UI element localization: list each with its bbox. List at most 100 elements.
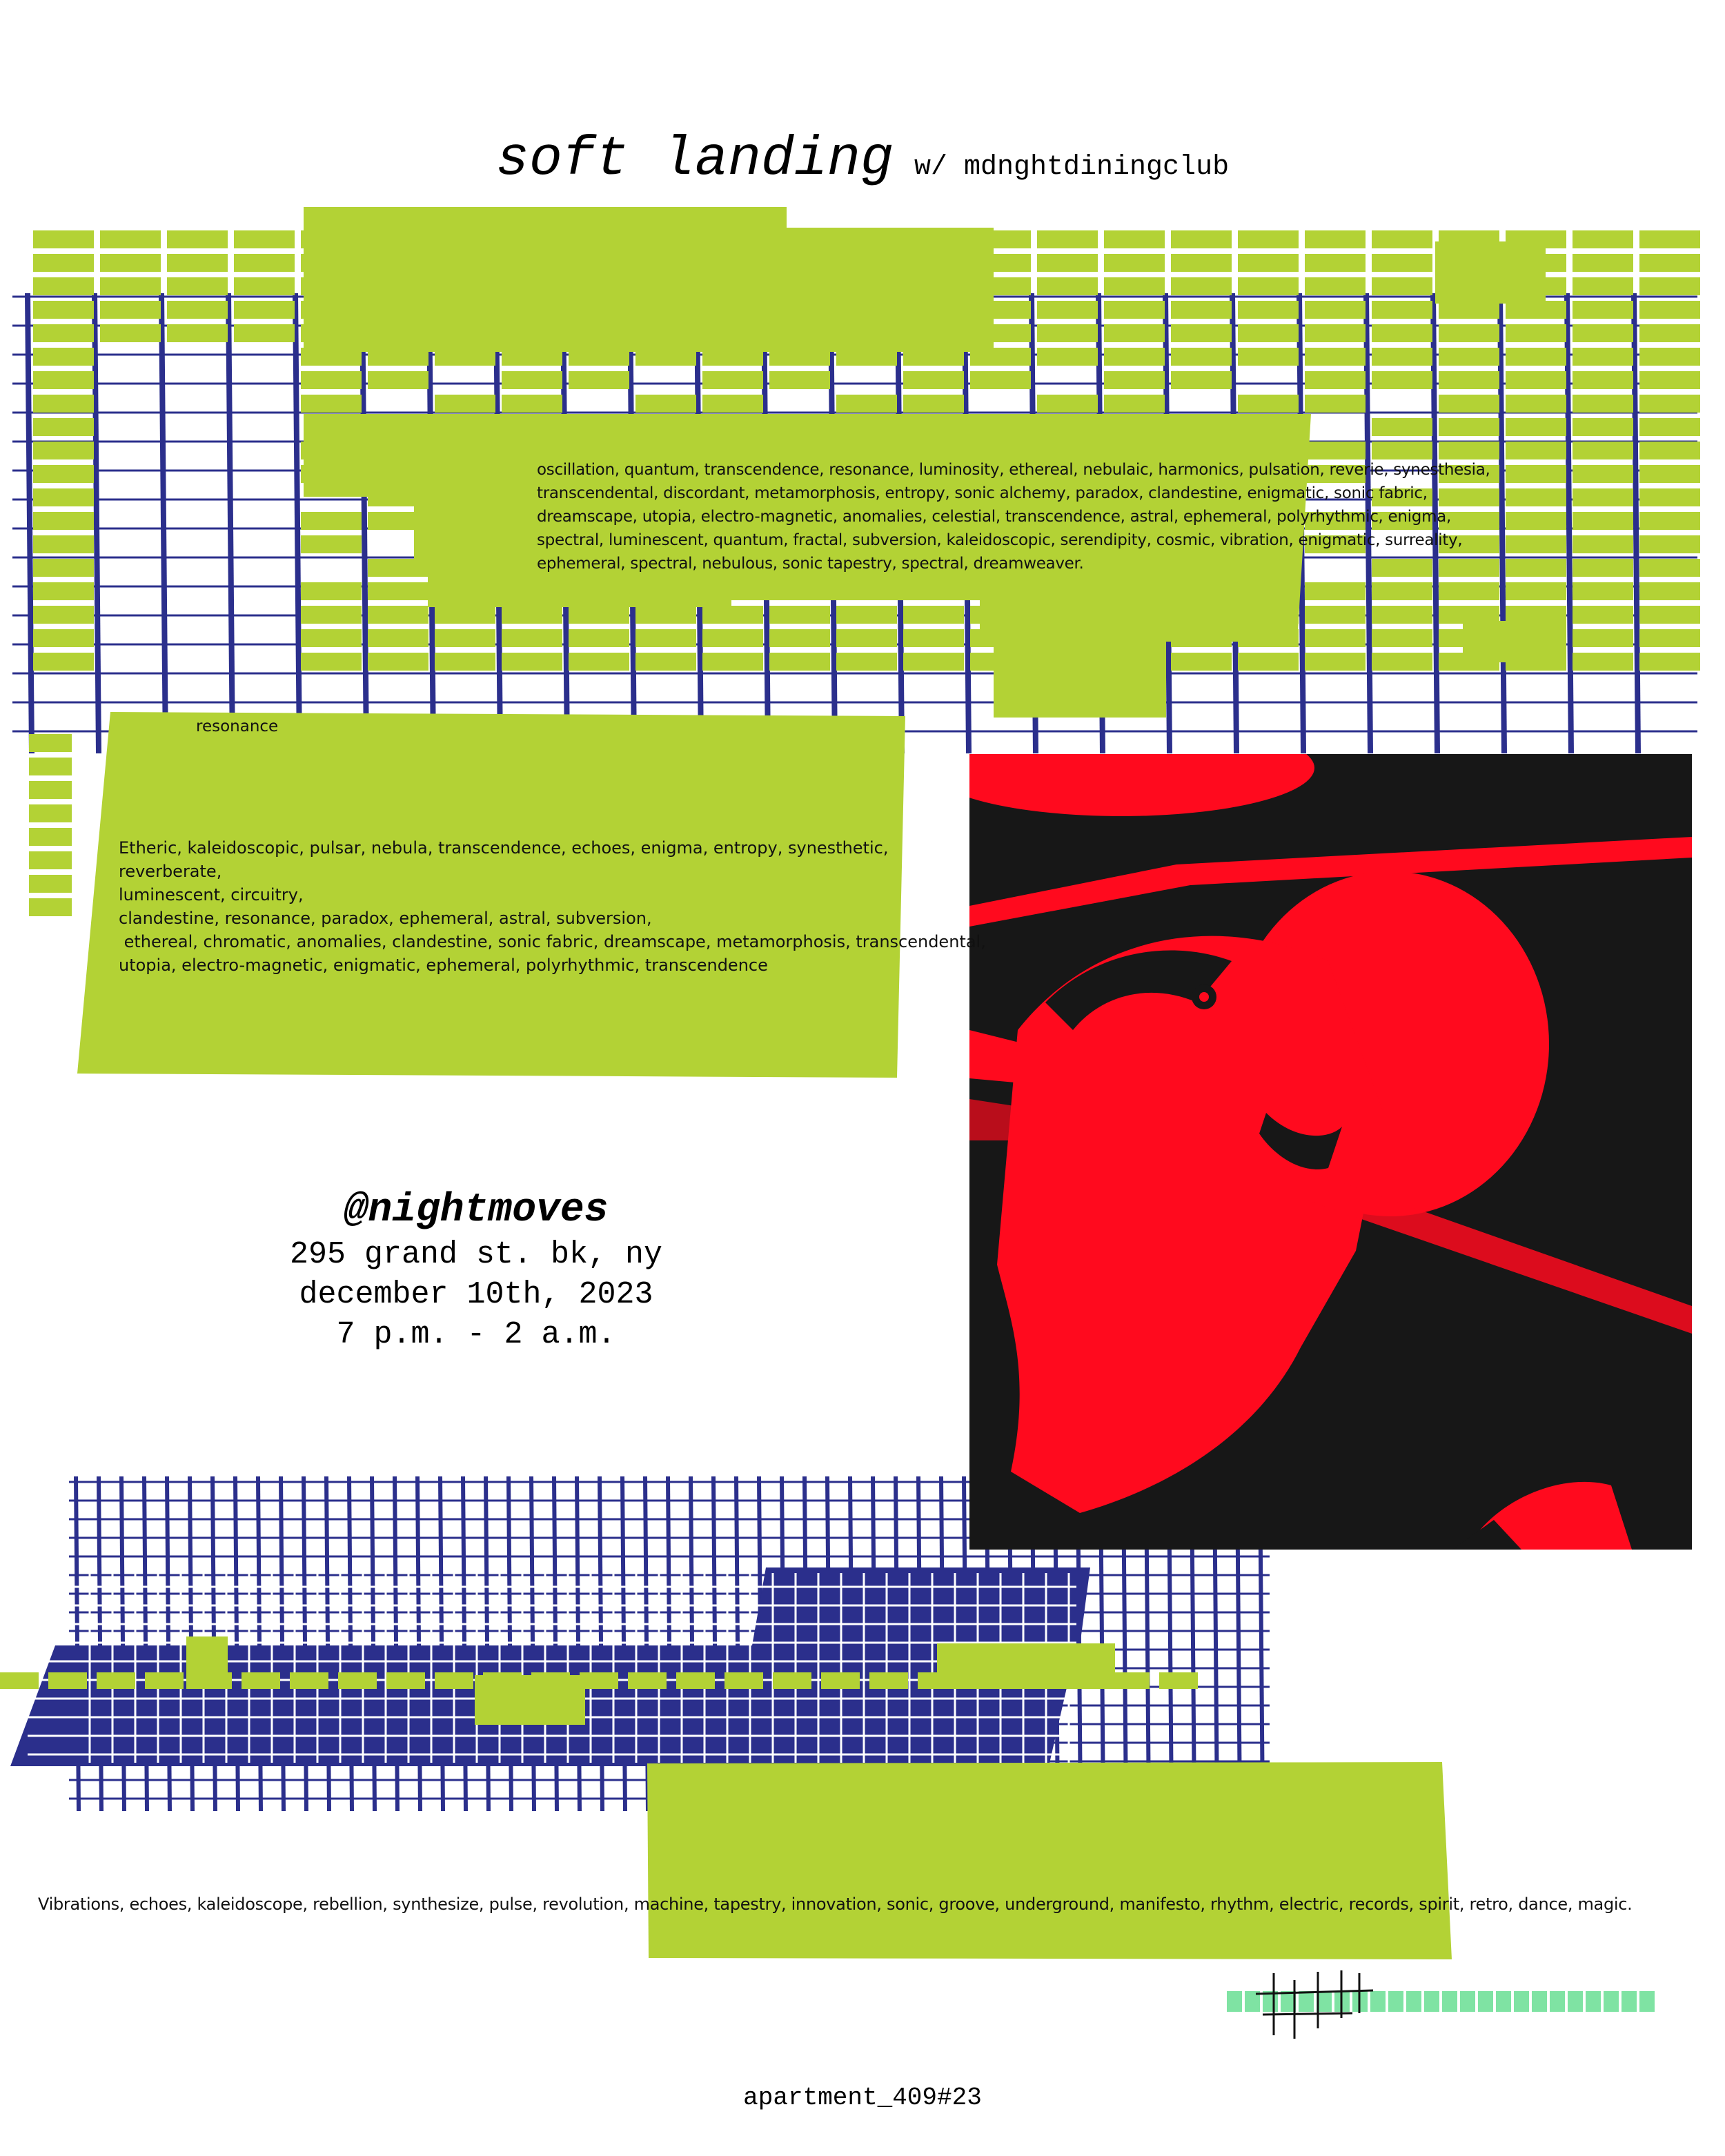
lime-tile xyxy=(1639,653,1700,671)
top-lime-blocks xyxy=(304,207,1566,718)
lime-tile xyxy=(1104,395,1165,413)
lime-tile xyxy=(1439,348,1499,366)
lime-tile xyxy=(1037,324,1098,342)
lime-tile xyxy=(1639,395,1700,413)
lime-tile xyxy=(903,606,964,624)
mint-dash xyxy=(1496,1991,1511,2012)
bottom-lime-panel xyxy=(647,1762,1452,1959)
lime-tile xyxy=(836,606,897,624)
lime-tile xyxy=(1171,230,1232,248)
lime-tile xyxy=(1037,348,1098,366)
subtitle-text: w/ mdnghtdiningclub xyxy=(914,152,1230,183)
lime-tile xyxy=(29,804,72,822)
lime-tile xyxy=(100,301,161,319)
lime-tile xyxy=(1305,348,1366,366)
strip-tile xyxy=(821,1672,860,1689)
lime-tile xyxy=(1171,254,1232,272)
lime-tile xyxy=(635,606,696,624)
lime-tile xyxy=(1104,371,1165,389)
lime-tile xyxy=(33,395,94,413)
lime-tile xyxy=(1506,371,1566,389)
lime-tile xyxy=(1439,535,1499,553)
lime-tile xyxy=(1037,230,1098,248)
lime-tile xyxy=(435,395,495,413)
lime-tile xyxy=(29,758,72,775)
lime-tile xyxy=(234,277,295,295)
lime-tile xyxy=(1305,301,1366,319)
lime-tile xyxy=(33,301,94,319)
paragraph-line: luminescent, circuitry, xyxy=(119,885,304,904)
lime-tile xyxy=(1372,653,1432,671)
lime-tile xyxy=(1506,512,1566,530)
lime-tile xyxy=(702,371,763,389)
lime-tile xyxy=(1573,371,1633,389)
lime-tile xyxy=(502,653,562,671)
lime-tile xyxy=(1639,230,1700,248)
lime-tile xyxy=(368,629,428,647)
lime-tile xyxy=(1573,348,1633,366)
strip-tile xyxy=(0,1672,39,1689)
lime-tile xyxy=(569,629,629,647)
lime-tile xyxy=(769,606,830,624)
grid-bar xyxy=(1430,293,1440,754)
lime-tile xyxy=(234,230,295,248)
mint-dash xyxy=(1424,1991,1439,2012)
lime-tile xyxy=(769,629,830,647)
lime-tile xyxy=(1171,653,1232,671)
mint-dash xyxy=(1317,1991,1332,2012)
lime-tile xyxy=(1305,395,1366,413)
lime-tile xyxy=(1372,512,1432,530)
mint-dash xyxy=(1639,1991,1655,2012)
lime-tile xyxy=(1639,277,1700,295)
lime-tile xyxy=(33,629,94,647)
lime-tile xyxy=(1439,324,1499,342)
lime-tile xyxy=(1238,395,1299,413)
lime-tile xyxy=(836,653,897,671)
lime-tile xyxy=(1372,371,1432,389)
lime-tile xyxy=(1439,606,1499,624)
strip-tile xyxy=(386,1672,425,1689)
lime-tile xyxy=(1238,254,1299,272)
mint-dash xyxy=(1299,1991,1314,2012)
lime-tile xyxy=(1573,254,1633,272)
lime-tile xyxy=(167,324,228,342)
mint-dash xyxy=(1460,1991,1475,2012)
mint-dash xyxy=(1514,1991,1529,2012)
lime-tile xyxy=(33,535,94,553)
lime-tile xyxy=(1506,442,1566,459)
lime-tile xyxy=(1037,301,1098,319)
mint-dash xyxy=(1370,1991,1386,2012)
lime-tile xyxy=(167,254,228,272)
mint-dash xyxy=(1388,1991,1403,2012)
lime-tile xyxy=(1506,465,1566,483)
paragraph-line: clandestine, resonance, paradox, ephemer… xyxy=(119,909,652,928)
lime-tile xyxy=(1372,606,1432,624)
red-duotone-portrait-photo xyxy=(969,754,1692,1550)
lime-tile xyxy=(368,371,428,389)
lime-tile xyxy=(29,734,72,752)
lime-tile xyxy=(1104,324,1165,342)
grid-bar xyxy=(1631,293,1641,754)
lime-tile xyxy=(33,230,94,248)
grid-bar xyxy=(1363,293,1373,754)
lime-tile xyxy=(1573,324,1633,342)
lime-tile xyxy=(1305,371,1366,389)
mint-dash xyxy=(1245,1991,1260,2012)
strip-tile xyxy=(435,1672,473,1689)
lime-tile xyxy=(1171,277,1232,295)
mint-dash-bar xyxy=(1227,1991,1655,2012)
lime-tile xyxy=(836,395,897,413)
lime-tile xyxy=(33,254,94,272)
lime-tile xyxy=(100,230,161,248)
resonance-label: resonance xyxy=(196,718,279,735)
lime-tile xyxy=(1573,442,1633,459)
lime-tile xyxy=(1305,324,1366,342)
lime-tile xyxy=(1439,559,1499,577)
lime-tile xyxy=(301,535,362,553)
venue-handle: @nightmoves xyxy=(344,1188,609,1233)
lime-tile xyxy=(301,512,362,530)
lime-tile xyxy=(234,324,295,342)
strip-tile xyxy=(290,1672,328,1689)
scribble-marks xyxy=(1255,1970,1374,2039)
strip-tile xyxy=(869,1672,908,1689)
